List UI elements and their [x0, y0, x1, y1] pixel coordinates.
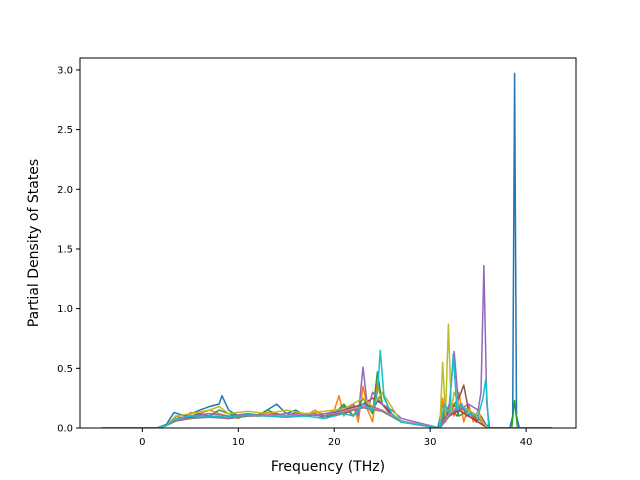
x-tick-label: 0: [139, 437, 145, 448]
x-tick-label: 30: [424, 437, 437, 448]
x-tick-label: 40: [520, 437, 533, 448]
x-axis-label: Frequency (THz): [271, 459, 385, 475]
y-axis-ticks: 0.0 0.5 1.0 1.5 2.0 2.5 3.0: [57, 65, 80, 435]
series-line-8: [102, 405, 553, 428]
series-line-3: [102, 371, 553, 428]
series-line-10: [102, 349, 553, 428]
y-tick-label: 1.5: [57, 244, 73, 255]
y-tick-label: 0.0: [57, 424, 73, 435]
axes-frame: [79, 57, 577, 429]
y-tick-label: 2.5: [57, 125, 73, 136]
plot-area: [79, 57, 577, 429]
y-axis-label: Partial Density of States: [26, 159, 42, 327]
x-axis-ticks: 0 10 20 30 40: [139, 428, 532, 448]
x-tick-label: 10: [232, 437, 245, 448]
y-tick-label: 3.0: [57, 65, 73, 76]
y-tick-label: 1.0: [57, 304, 73, 315]
x-tick-label: 20: [328, 437, 341, 448]
y-tick-label: 0.5: [57, 364, 73, 375]
series-layer: [102, 72, 553, 428]
y-tick-label: 2.0: [57, 185, 73, 196]
series-line-5: [102, 264, 553, 428]
